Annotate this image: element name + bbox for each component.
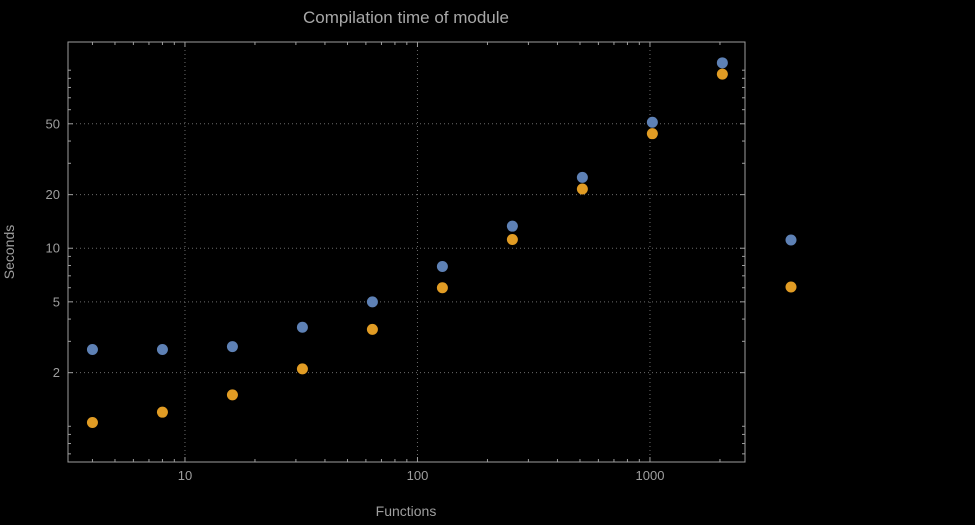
data-point [716,68,728,80]
data-point [86,343,98,355]
data-point [156,406,168,418]
data-point [296,321,308,333]
gridlines [68,42,745,462]
series-1-points [86,57,728,355]
data-point [716,57,728,69]
legend-marker-series-1 [785,234,797,246]
tick-marks [68,42,745,462]
y-tick-label: 10 [46,241,60,256]
y-tick-label: 50 [46,116,60,131]
data-point [86,417,98,429]
x-tick-label: 10 [178,468,192,483]
plot-frame [67,41,746,463]
series-2-points [86,68,728,429]
x-tick-labels: 10 100 1000 [178,468,665,483]
data-point [366,323,378,335]
data-point [366,296,378,308]
x-tick-label: 100 [407,468,429,483]
data-point [646,116,658,128]
data-point [436,282,448,294]
data-point [226,389,238,401]
data-point [576,183,588,195]
legend-marker-series-2 [785,281,797,293]
y-axis-label: Seconds [1,225,17,279]
y-tick-labels: 2 5 10 20 50 [46,116,60,380]
x-tick-label: 1000 [636,468,665,483]
y-tick-label: 20 [46,187,60,202]
data-point [436,260,448,272]
data-point [576,171,588,183]
data-point [226,341,238,353]
data-point [646,128,658,140]
data-point [296,363,308,375]
chart-title: Compilation time of module [303,8,509,27]
data-point [506,233,518,245]
x-axis-label: Functions [376,503,437,519]
data-point [506,220,518,232]
data-points [86,57,728,429]
legend [785,234,797,293]
y-tick-label: 2 [53,365,60,380]
data-point [156,343,168,355]
y-tick-label: 5 [53,294,60,309]
